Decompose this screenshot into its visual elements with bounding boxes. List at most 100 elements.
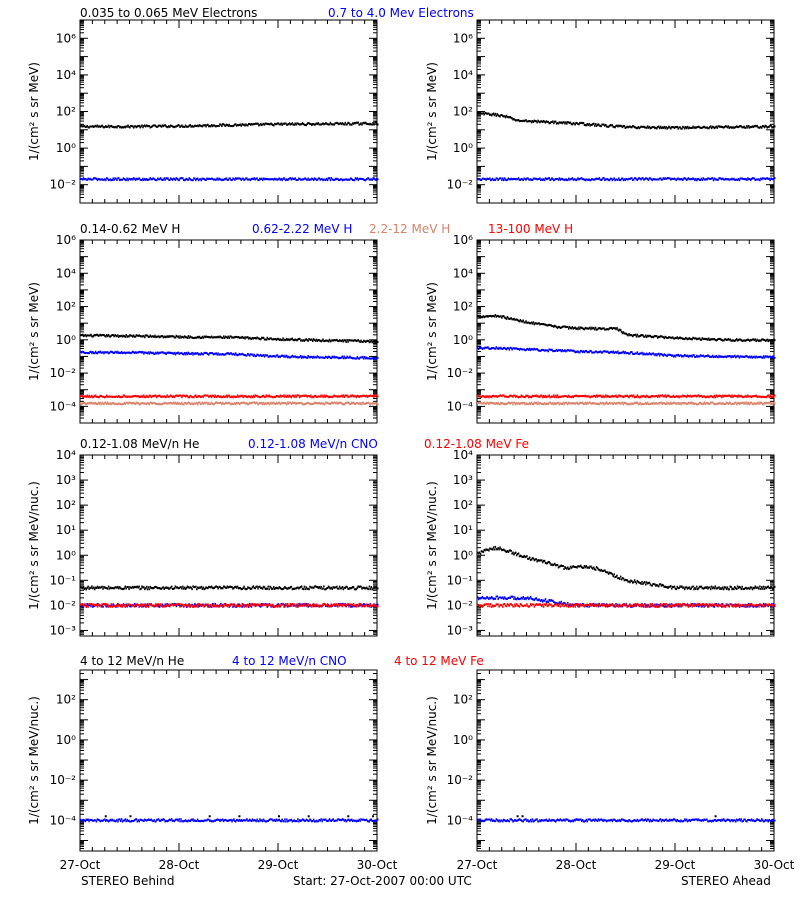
data-point <box>326 123 329 126</box>
data-point <box>585 350 588 353</box>
data-point <box>287 402 290 405</box>
data-point <box>322 179 324 182</box>
data-point <box>355 402 358 405</box>
data-point <box>305 338 308 341</box>
data-point <box>682 125 684 128</box>
data-point <box>208 125 210 128</box>
data-point <box>482 402 485 405</box>
data-point <box>168 351 170 354</box>
data-point <box>594 350 597 353</box>
data-point <box>768 396 770 399</box>
data-point <box>748 339 751 342</box>
data-point <box>127 124 129 127</box>
data-point <box>364 394 366 397</box>
data-point <box>541 121 544 124</box>
data-point <box>489 347 492 350</box>
data-point <box>260 178 262 181</box>
data-point <box>735 356 737 359</box>
data-point <box>175 334 178 337</box>
data-point <box>486 314 488 317</box>
data-point <box>611 124 614 127</box>
data-point <box>151 352 153 355</box>
data-point <box>567 179 569 182</box>
data-point <box>171 125 174 128</box>
data-point <box>354 402 357 405</box>
data-point <box>584 350 587 353</box>
data-point <box>300 178 303 181</box>
data-point <box>221 179 223 182</box>
data-point <box>593 402 596 405</box>
data-point <box>636 333 639 336</box>
data-point <box>268 178 270 181</box>
data-point <box>137 334 140 337</box>
data-point <box>694 126 696 129</box>
data-point <box>127 351 129 354</box>
data-point <box>497 395 499 398</box>
data-point <box>626 403 628 406</box>
data-point <box>342 394 345 397</box>
data-point <box>97 401 100 404</box>
data-point <box>653 402 655 405</box>
data-point <box>654 334 656 337</box>
data-point <box>265 178 268 181</box>
data-point <box>172 401 175 404</box>
data-point <box>185 125 188 128</box>
data-point <box>544 403 547 406</box>
data-point <box>709 355 711 358</box>
data-point <box>136 402 139 405</box>
data-point <box>143 124 145 127</box>
series-1-1-3 <box>477 394 776 399</box>
data-point <box>486 177 488 180</box>
data-point <box>480 112 483 115</box>
data-point <box>326 339 329 342</box>
data-point <box>260 177 263 180</box>
data-point <box>576 327 578 330</box>
data-point <box>160 395 163 398</box>
data-point <box>120 350 123 353</box>
data-point <box>746 395 748 398</box>
data-point <box>280 402 282 405</box>
data-point <box>138 334 140 337</box>
data-point <box>161 351 164 354</box>
data-point <box>81 125 84 128</box>
data-point <box>771 356 773 359</box>
data-point <box>133 402 136 405</box>
data-point <box>731 177 733 180</box>
data-point <box>238 123 241 126</box>
data-point <box>671 336 674 339</box>
data-point <box>710 395 713 398</box>
data-point <box>324 340 326 343</box>
data-point <box>205 352 207 355</box>
data-point <box>644 126 646 129</box>
data-point <box>354 357 357 360</box>
data-point <box>343 403 346 406</box>
data-point <box>164 352 166 355</box>
data-point <box>622 124 625 127</box>
data-point <box>298 356 300 359</box>
data-point <box>583 402 586 405</box>
data-point <box>117 125 119 128</box>
data-point <box>131 351 133 354</box>
data-point <box>748 355 751 358</box>
data-point <box>576 351 578 354</box>
data-point <box>477 111 479 114</box>
data-point <box>698 126 701 129</box>
data-point <box>329 395 332 398</box>
data-point <box>343 355 346 358</box>
data-point <box>314 123 317 126</box>
data-point <box>244 178 246 181</box>
data-point <box>727 403 730 406</box>
data-point <box>248 123 251 126</box>
data-point <box>201 401 204 404</box>
data-point <box>631 395 634 398</box>
data-point <box>480 346 483 349</box>
data-point <box>580 326 582 329</box>
data-point <box>202 124 205 127</box>
data-point <box>374 357 376 360</box>
data-point <box>759 395 761 398</box>
data-point <box>141 335 143 338</box>
data-point <box>664 335 666 338</box>
data-point <box>229 335 231 338</box>
data-point <box>308 122 310 125</box>
data-point <box>338 401 340 404</box>
